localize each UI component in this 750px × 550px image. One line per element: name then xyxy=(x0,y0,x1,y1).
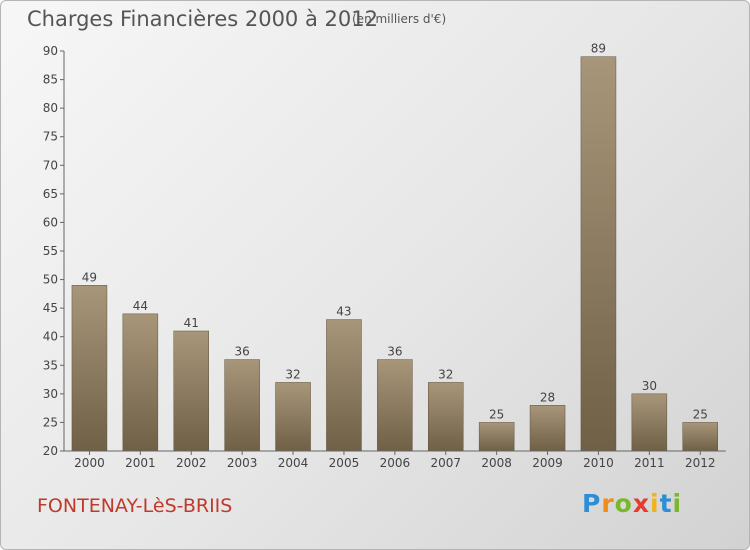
bar-value-label: 32 xyxy=(438,367,453,381)
x-tick-label: 2004 xyxy=(278,456,309,470)
x-tick-label: 2000 xyxy=(74,456,105,470)
logo-letter: i xyxy=(650,489,660,518)
y-tick-label: 45 xyxy=(43,301,58,315)
y-axis: 20 25 30 35 40 45 50 55 60 65 70 75 80 85 90 xyxy=(43,44,65,458)
bar-value-label: 43 xyxy=(336,305,351,319)
x-tick-label: 2007 xyxy=(430,456,461,470)
place-name: FONTENAY-LèS-BRIIS xyxy=(37,495,233,517)
y-tick-label: 40 xyxy=(43,330,58,344)
bar-value-label: 89 xyxy=(591,42,606,56)
x-tick-label: 2010 xyxy=(583,456,614,470)
y-tick-label: 70 xyxy=(43,158,58,172)
y-tick-label: 30 xyxy=(43,387,58,401)
y-tick-label: 55 xyxy=(43,244,58,258)
x-tick-label: 2006 xyxy=(380,456,411,470)
chart-unit: (en milliers d'€) xyxy=(352,12,447,26)
bar xyxy=(224,359,260,452)
y-tick-label: 20 xyxy=(43,444,58,458)
bar xyxy=(275,382,311,452)
y-tick-label: 35 xyxy=(43,358,58,372)
bar-value-label: 36 xyxy=(387,345,402,359)
bar xyxy=(580,56,617,452)
bar xyxy=(682,422,718,452)
logo-letter: i xyxy=(672,489,683,518)
bar-value-label: 49 xyxy=(82,270,97,284)
y-tick-label: 90 xyxy=(43,44,58,58)
bar xyxy=(122,313,159,452)
bar-value-label: 41 xyxy=(184,316,199,330)
logo-letter: t xyxy=(659,489,673,518)
y-tick-label: 75 xyxy=(43,130,58,144)
logo-letter: P xyxy=(582,489,602,518)
x-tick-label: 2012 xyxy=(685,456,716,470)
bar xyxy=(428,382,464,452)
x-tick-label: 2008 xyxy=(481,456,512,470)
bar-value-label: 30 xyxy=(642,379,657,393)
y-tick-label: 85 xyxy=(43,73,58,87)
y-tick-label: 50 xyxy=(43,273,58,287)
x-tick-label: 2001 xyxy=(125,456,156,470)
bar-value-label: 25 xyxy=(489,407,504,421)
logo-letter: r xyxy=(601,489,615,518)
x-axis: 2000 2001 2002 2003 2004 2005 2006 2007 2008 2009… xyxy=(64,450,726,470)
bar-value-label: 32 xyxy=(285,367,300,381)
y-tick-label: 25 xyxy=(43,415,58,429)
logo-letter: x xyxy=(632,489,650,518)
proxiti-logo[interactable]: Proxiti xyxy=(582,489,682,518)
y-tick-label: 60 xyxy=(43,215,58,229)
bar xyxy=(631,393,668,452)
bar-value-label: 44 xyxy=(133,299,148,313)
y-tick-label: 80 xyxy=(43,101,58,115)
y-tick-label: 65 xyxy=(43,187,58,201)
bar xyxy=(377,359,413,452)
bar xyxy=(478,422,515,452)
logo-letter: o xyxy=(614,489,633,518)
x-tick-label: 2005 xyxy=(329,456,360,470)
bar-value-label: 25 xyxy=(693,407,708,421)
bar xyxy=(71,285,108,452)
bar xyxy=(173,330,209,452)
bar-value-label: 28 xyxy=(540,390,555,404)
bar xyxy=(326,319,362,452)
chart-title: Charges Financières 2000 à 2012 xyxy=(27,7,378,31)
bars: 49 44 41 36 32 43 36 32 25 28 89 30 25 xyxy=(71,42,718,452)
x-tick-label: 2009 xyxy=(532,456,563,470)
bar xyxy=(529,405,566,452)
x-tick-label: 2002 xyxy=(176,456,207,470)
x-tick-label: 2003 xyxy=(227,456,258,470)
bar-value-label: 36 xyxy=(235,345,250,359)
x-tick-label: 2011 xyxy=(634,456,665,470)
